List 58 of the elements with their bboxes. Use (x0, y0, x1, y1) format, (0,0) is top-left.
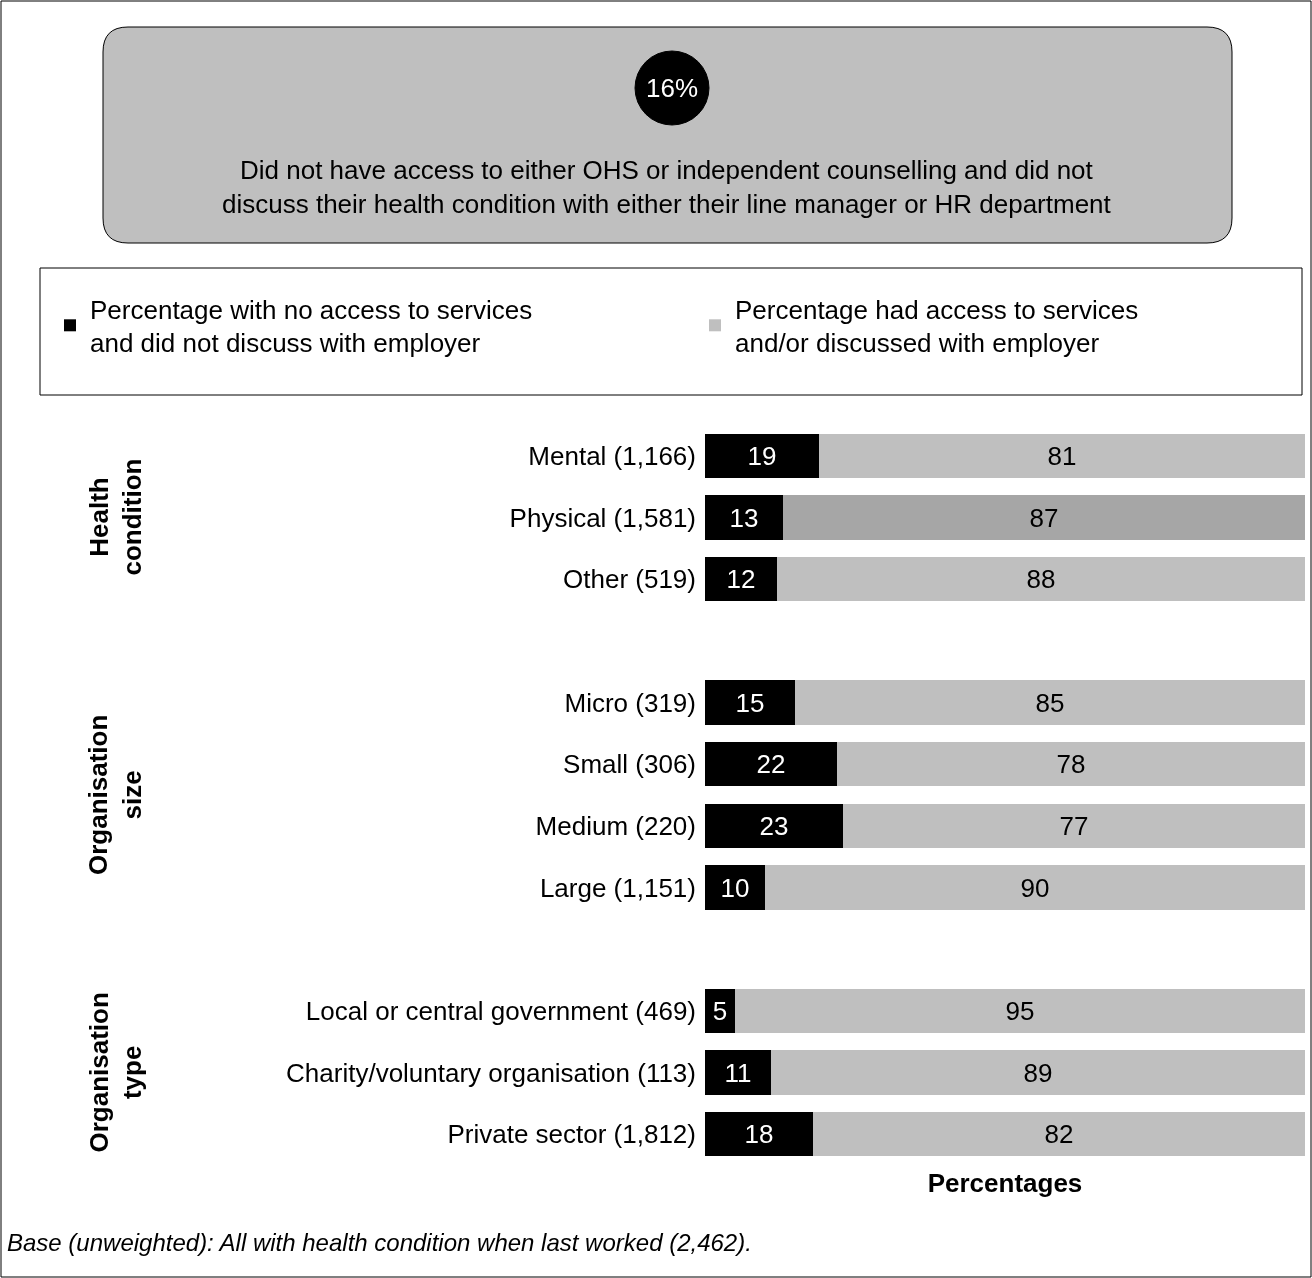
bar (705, 680, 795, 725)
y-tick-label: Mental (1,166) (528, 440, 696, 471)
data-label: 19 (747, 440, 777, 471)
text: 16% (646, 73, 699, 103)
bar (705, 495, 783, 540)
data-label: 95 (1005, 995, 1035, 1026)
bar (705, 865, 765, 910)
data-label: 78 (1056, 749, 1086, 780)
legend-label: Percentage with no access to services and did not discuss with employer (90, 294, 533, 359)
bar (795, 680, 1305, 725)
y-tick-label: Micro (319) (564, 687, 696, 718)
y-tick-label: Local or central government (469) (305, 995, 696, 1026)
bar (705, 1050, 771, 1095)
bar (765, 865, 1305, 910)
bar (813, 1111, 1305, 1157)
bar (705, 741, 837, 787)
x-axis-title: Percentages (927, 1167, 1083, 1198)
bar (705, 433, 819, 479)
y-tick-label: Private sector (1,812) (447, 1119, 696, 1150)
bar (705, 1111, 813, 1157)
data-label: 23 (759, 810, 789, 841)
y-tick-label: Other (519) (563, 564, 696, 595)
data-label: 22 (756, 749, 786, 780)
data-label: 81 (1047, 440, 1077, 471)
text: Organisation size (83, 714, 147, 875)
data-label: 89 (1023, 1057, 1053, 1088)
data-label: 18 (744, 1119, 774, 1150)
bar (819, 433, 1305, 479)
bar (705, 803, 843, 849)
data-label: 5 (712, 995, 728, 1026)
data-label: 90 (1020, 872, 1050, 903)
data-label: 10 (720, 872, 750, 903)
bar (705, 556, 777, 602)
y-tick-label: Medium (220) (535, 810, 696, 841)
y-tick-label: Small (306) (563, 749, 696, 780)
bar (735, 988, 1305, 1034)
y-tick-label: Physical (1,581) (509, 502, 696, 533)
data-label: 12 (726, 564, 756, 595)
text: Health condition (83, 458, 148, 576)
data-label: 77 (1059, 810, 1089, 841)
data-label: 13 (729, 502, 759, 533)
text: Did not have access to either OHS or independent counselling and did not discuss their health condition with either their line manager or HR department (222, 155, 1112, 219)
bar (837, 741, 1305, 787)
data-label: 15 (735, 687, 765, 718)
y-tick-label: Large (1,151) (539, 872, 696, 903)
bar (777, 556, 1305, 602)
text: Organisation type (83, 992, 148, 1153)
data-label: 88 (1026, 564, 1056, 595)
y-tick-label: Charity/voluntary organisation (113) (286, 1057, 696, 1088)
data-label: 85 (1035, 687, 1065, 718)
data-label: 82 (1044, 1119, 1074, 1150)
bar (771, 1050, 1305, 1095)
data-label: 87 (1029, 502, 1059, 533)
data-label: 11 (724, 1057, 752, 1088)
text: Base (unweighted): All with health condition when last worked (2,462). (7, 1229, 752, 1256)
legend-label: Percentage had access to services and/or discussed with employer (735, 294, 1139, 359)
bar (843, 803, 1305, 849)
bar (783, 495, 1305, 540)
